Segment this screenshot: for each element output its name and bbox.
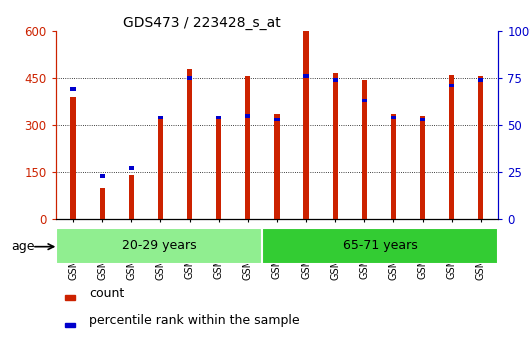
Bar <box>216 116 222 219</box>
Bar <box>245 114 251 118</box>
Bar <box>275 118 279 121</box>
Bar <box>129 175 134 219</box>
Bar <box>332 73 338 219</box>
Bar <box>70 97 76 219</box>
Bar <box>420 116 425 219</box>
Bar <box>262 228 498 264</box>
Bar <box>70 88 76 91</box>
Bar <box>361 99 367 102</box>
Bar <box>65 295 75 299</box>
Bar <box>478 78 483 82</box>
Bar <box>391 116 396 119</box>
Bar <box>158 116 163 119</box>
Bar <box>245 77 251 219</box>
Bar <box>449 84 454 88</box>
Bar <box>303 31 308 219</box>
Text: 65-71 years: 65-71 years <box>343 239 418 252</box>
Bar <box>303 74 308 78</box>
Bar <box>100 188 105 219</box>
Text: age: age <box>12 240 35 253</box>
Bar <box>65 323 75 327</box>
Bar <box>420 118 425 121</box>
Text: percentile rank within the sample: percentile rank within the sample <box>89 314 299 327</box>
Bar <box>216 116 222 119</box>
Text: count: count <box>89 287 125 300</box>
Text: GDS473 / 223428_s_at: GDS473 / 223428_s_at <box>122 16 280 30</box>
Bar <box>478 77 483 219</box>
Bar <box>56 228 262 264</box>
Bar <box>158 119 163 219</box>
Bar <box>187 76 192 80</box>
Bar <box>361 80 367 219</box>
Bar <box>100 174 105 178</box>
Bar <box>391 114 396 219</box>
Bar <box>275 114 279 219</box>
Bar <box>129 166 134 170</box>
Bar <box>449 75 454 219</box>
Bar <box>332 78 338 82</box>
Text: 20-29 years: 20-29 years <box>121 239 196 252</box>
Bar <box>187 69 192 219</box>
